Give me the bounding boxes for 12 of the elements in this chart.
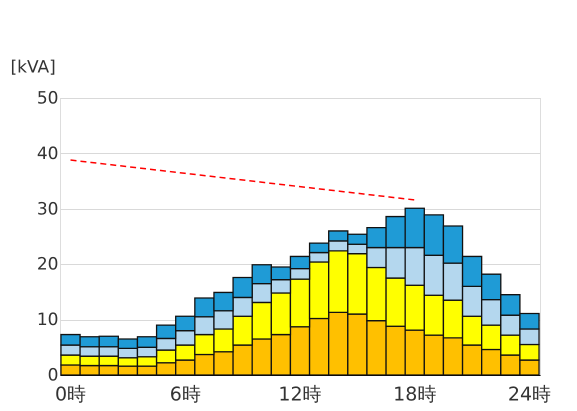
y-tick-label: 30 — [36, 199, 58, 220]
y-axis-title: [kVA] — [10, 58, 56, 78]
y-tick-label: 0 — [48, 366, 58, 386]
y-tick-label: 10 — [36, 310, 58, 330]
y-tick-label: 40 — [36, 144, 58, 164]
y-tick-label: 20 — [36, 254, 58, 275]
x-tick-label: 24時 — [508, 384, 552, 406]
x-tick-label: 12時 — [278, 384, 322, 406]
y-tick-label: 50 — [36, 88, 58, 108]
x-tick-label: 0時 — [54, 384, 86, 406]
x-tick-label: 18時 — [393, 384, 436, 406]
x-tick-label: 6時 — [170, 384, 201, 406]
